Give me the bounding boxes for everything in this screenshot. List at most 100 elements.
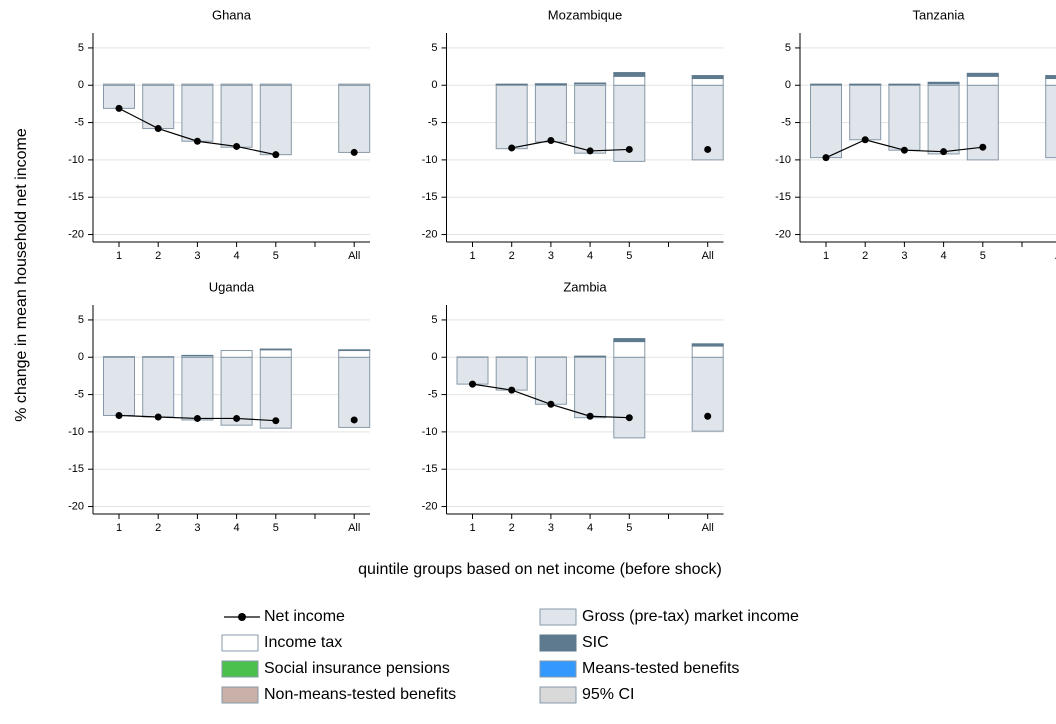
sic-bar: [613, 72, 646, 77]
x-tick-label: 1: [823, 250, 829, 262]
gross-bar: [495, 356, 528, 391]
legend-label: Gross (pre-tax) market income: [582, 608, 799, 625]
y-tick-label: -15: [775, 191, 791, 203]
gross-bar: [534, 84, 567, 143]
legend-label: Means-tested benefits: [582, 660, 739, 677]
sic-bar: [1045, 75, 1056, 80]
income-tax-bar: [338, 83, 371, 86]
legend-swatch: [221, 634, 259, 652]
income-tax-bar: [613, 75, 646, 86]
legend-label: 95% CI: [582, 686, 634, 703]
x-tick-label: 1: [116, 522, 122, 534]
net-income-point: [940, 148, 948, 156]
x-tick-label: All: [348, 522, 360, 534]
net-income-point: [547, 400, 555, 408]
gross-bar: [810, 84, 842, 159]
y-tick-label: -20: [68, 228, 84, 240]
x-tick-label: 1: [469, 250, 475, 262]
gross-bar: [338, 356, 371, 428]
x-tick-label: 3: [194, 250, 200, 262]
y-tick-label: -20: [775, 228, 791, 240]
y-tick-label: -5: [428, 388, 438, 400]
gross-bar: [220, 356, 253, 426]
panel-title: Mozambique: [548, 7, 622, 22]
income-tax-bar: [103, 356, 135, 358]
y-axis-label: % change in mean household net income: [13, 128, 30, 422]
income-tax-bar: [220, 350, 253, 358]
x-tick-label: 2: [509, 250, 515, 262]
legend-swatch: [539, 660, 577, 678]
panel-title: Uganda: [209, 279, 255, 294]
net-income-point: [233, 414, 241, 422]
net-income-point: [625, 414, 633, 422]
net-income-point: [508, 386, 516, 394]
legend-label: Net income: [264, 608, 345, 625]
gross-bar: [181, 356, 214, 421]
y-tick-label: -20: [68, 500, 84, 512]
income-tax-bar: [142, 83, 175, 86]
sic-bar: [338, 349, 371, 352]
net-income-point: [154, 125, 162, 133]
x-tick-label: All: [702, 522, 714, 534]
x-tick-label: 4: [587, 522, 593, 534]
net-income-point: [625, 145, 633, 153]
y-tick-label: 5: [785, 42, 791, 54]
x-tick-label: 4: [941, 250, 947, 262]
gross-bar: [259, 356, 292, 429]
x-tick-label: 5: [273, 522, 279, 534]
x-tick-label: 4: [234, 250, 240, 262]
net-income-line: [511, 139, 630, 152]
net-income-point: [822, 154, 830, 162]
x-tick-label: 5: [980, 250, 986, 262]
gross-bar: [142, 356, 175, 418]
net-income-point: [193, 137, 201, 145]
y-tick-label: -10: [422, 426, 438, 438]
x-tick-label: 5: [626, 250, 632, 262]
income-tax-bar: [691, 78, 724, 86]
x-tick-label: 1: [116, 250, 122, 262]
y-tick-label: -15: [68, 463, 84, 475]
y-tick-label: 5: [78, 314, 84, 326]
panel-title: Zambia: [563, 279, 607, 294]
net-income-point: [586, 412, 594, 420]
x-tick-label: 3: [194, 522, 200, 534]
y-tick-label: -15: [422, 463, 438, 475]
net-income-point: [272, 151, 280, 159]
gross-bar: [181, 84, 214, 142]
legend-swatch: [221, 660, 259, 678]
legend-swatch: [539, 686, 577, 704]
x-tick-label: 4: [587, 250, 593, 262]
x-tick-label: All: [348, 250, 360, 262]
legend-label: SIC: [582, 634, 609, 651]
sic-bar: [574, 82, 607, 85]
y-tick-label: -5: [74, 388, 84, 400]
sic-bar: [927, 81, 960, 85]
x-tick-label: 2: [155, 250, 161, 262]
sic-bar: [534, 83, 567, 86]
net-income-point: [193, 414, 201, 422]
y-tick-label: 5: [78, 42, 84, 54]
legend-marker: [238, 613, 246, 621]
x-tick-label: All: [702, 250, 714, 262]
legend-label: Social insurance pensions: [264, 660, 450, 677]
income-tax-bar: [181, 83, 214, 86]
net-income-point: [861, 136, 869, 144]
gross-bar: [1045, 84, 1056, 159]
net-income-point: [233, 142, 241, 150]
gross-bar: [456, 356, 489, 385]
y-tick-label: 0: [785, 79, 791, 91]
net-income-point: [115, 411, 123, 419]
gross-bar: [691, 356, 724, 432]
gross-bar: [574, 84, 607, 154]
gross-bar: [338, 84, 371, 153]
net-income-point: [979, 143, 987, 151]
gross-bar: [220, 84, 253, 148]
net-income-point: [586, 147, 594, 155]
gross-bar: [927, 84, 960, 155]
x-tick-label: 3: [548, 250, 554, 262]
sic-bar: [691, 343, 724, 347]
gross-bar: [888, 84, 921, 151]
gross-bar: [534, 356, 567, 405]
panel-title: Ghana: [212, 7, 252, 22]
